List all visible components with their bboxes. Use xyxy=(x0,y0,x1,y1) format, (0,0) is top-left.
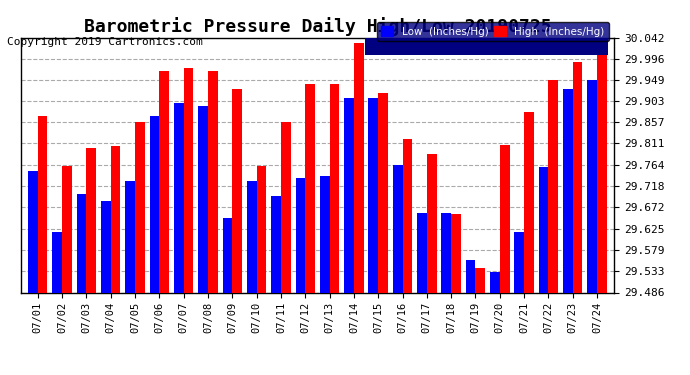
Bar xyxy=(38,116,48,292)
Bar xyxy=(135,122,145,292)
Bar xyxy=(549,80,558,292)
Bar xyxy=(223,218,233,292)
Bar xyxy=(427,154,437,292)
Bar xyxy=(295,178,305,292)
Bar xyxy=(330,84,339,292)
Bar xyxy=(257,166,266,292)
Text: Copyright 2019 Cartronics.com: Copyright 2019 Cartronics.com xyxy=(7,37,203,47)
Bar xyxy=(77,194,86,292)
Bar xyxy=(150,116,159,292)
Bar xyxy=(597,38,607,292)
Bar xyxy=(184,68,193,292)
Bar xyxy=(159,70,169,292)
Bar xyxy=(524,112,534,292)
Bar xyxy=(52,232,62,292)
Bar xyxy=(174,103,184,292)
Title: Barometric Pressure Daily High/Low 20190725: Barometric Pressure Daily High/Low 20190… xyxy=(83,17,551,36)
Bar xyxy=(233,89,242,292)
Bar xyxy=(378,93,388,292)
Bar xyxy=(490,272,500,292)
Bar xyxy=(393,165,402,292)
Bar xyxy=(198,106,208,292)
Bar xyxy=(442,213,451,292)
Bar xyxy=(368,98,378,292)
Legend: Low  (Inches/Hg), High  (Inches/Hg): Low (Inches/Hg), High (Inches/Hg) xyxy=(377,22,609,41)
Bar xyxy=(587,80,597,292)
Bar xyxy=(417,213,427,292)
Bar xyxy=(305,84,315,292)
Bar xyxy=(354,43,364,292)
Bar xyxy=(28,171,38,292)
Bar xyxy=(320,176,330,292)
Bar xyxy=(466,260,475,292)
Bar xyxy=(514,232,524,292)
Bar xyxy=(344,98,354,292)
Bar xyxy=(281,122,290,292)
Bar xyxy=(563,89,573,292)
Bar xyxy=(500,145,509,292)
Bar xyxy=(101,201,110,292)
Bar xyxy=(247,181,257,292)
Bar xyxy=(62,166,72,292)
Bar xyxy=(86,148,96,292)
Bar xyxy=(126,181,135,292)
Bar xyxy=(451,214,461,292)
Bar xyxy=(539,167,549,292)
Bar xyxy=(208,70,217,292)
Bar xyxy=(402,140,412,292)
Bar xyxy=(271,196,281,292)
Bar xyxy=(110,146,121,292)
Bar xyxy=(573,62,582,292)
Bar xyxy=(475,268,485,292)
